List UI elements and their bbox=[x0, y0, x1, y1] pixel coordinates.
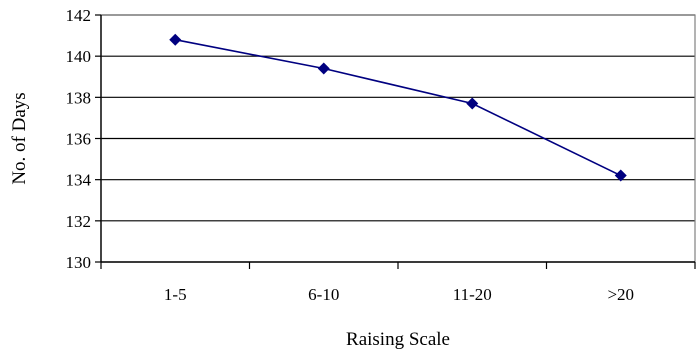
data-point-marker bbox=[317, 62, 330, 75]
data-point-marker bbox=[466, 97, 479, 110]
y-tick-label: 136 bbox=[66, 130, 92, 149]
x-tick-label: 1-5 bbox=[164, 285, 187, 304]
y-tick-label: 130 bbox=[66, 253, 92, 272]
gridlines bbox=[101, 14, 695, 222]
y-tick-label: 132 bbox=[66, 212, 92, 231]
x-tick-label: >20 bbox=[607, 285, 634, 304]
y-tick-label: 134 bbox=[66, 171, 92, 190]
y-tick-label: 140 bbox=[66, 47, 92, 66]
data-point-marker bbox=[614, 169, 627, 182]
data-point-marker bbox=[169, 33, 182, 46]
y-axis-title: No. of Days bbox=[9, 92, 30, 184]
series-line bbox=[175, 38, 622, 177]
y-tick-label: 138 bbox=[66, 88, 92, 107]
tick-labels: 130 132 134 136 138 140 142 1-5 6-10 11-20 >20 bbox=[66, 6, 635, 304]
data-series bbox=[169, 33, 627, 182]
x-tick-label: 6-10 bbox=[308, 285, 339, 304]
y-tick-label: 142 bbox=[66, 6, 92, 25]
x-axis-title: Raising Scale bbox=[346, 329, 450, 350]
x-tick-label: 11-20 bbox=[453, 285, 492, 304]
axes bbox=[95, 14, 696, 269]
